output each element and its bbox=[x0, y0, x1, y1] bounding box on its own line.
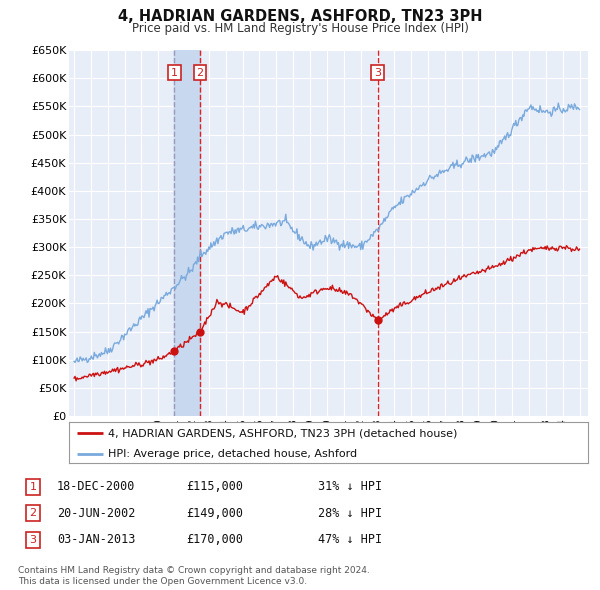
Text: 18-DEC-2000: 18-DEC-2000 bbox=[57, 480, 136, 493]
Text: 3: 3 bbox=[29, 535, 37, 545]
Bar bbox=[175, 50, 200, 416]
Text: 3: 3 bbox=[374, 68, 381, 78]
Text: 03-JAN-2013: 03-JAN-2013 bbox=[57, 533, 136, 546]
Text: 28% ↓ HPI: 28% ↓ HPI bbox=[318, 507, 382, 520]
Text: £170,000: £170,000 bbox=[186, 533, 243, 546]
Text: 4, HADRIAN GARDENS, ASHFORD, TN23 3PH (detached house): 4, HADRIAN GARDENS, ASHFORD, TN23 3PH (d… bbox=[108, 428, 457, 438]
Text: Price paid vs. HM Land Registry's House Price Index (HPI): Price paid vs. HM Land Registry's House … bbox=[131, 22, 469, 35]
Text: 1: 1 bbox=[171, 68, 178, 78]
Text: 1: 1 bbox=[29, 482, 37, 491]
Text: 2: 2 bbox=[196, 68, 203, 78]
Text: 47% ↓ HPI: 47% ↓ HPI bbox=[318, 533, 382, 546]
Text: Contains HM Land Registry data © Crown copyright and database right 2024.: Contains HM Land Registry data © Crown c… bbox=[18, 566, 370, 575]
Text: This data is licensed under the Open Government Licence v3.0.: This data is licensed under the Open Gov… bbox=[18, 577, 307, 586]
Text: £115,000: £115,000 bbox=[186, 480, 243, 493]
Text: 31% ↓ HPI: 31% ↓ HPI bbox=[318, 480, 382, 493]
Text: 2: 2 bbox=[29, 509, 37, 518]
Text: 4, HADRIAN GARDENS, ASHFORD, TN23 3PH: 4, HADRIAN GARDENS, ASHFORD, TN23 3PH bbox=[118, 9, 482, 24]
Text: 20-JUN-2002: 20-JUN-2002 bbox=[57, 507, 136, 520]
Text: HPI: Average price, detached house, Ashford: HPI: Average price, detached house, Ashf… bbox=[108, 449, 357, 459]
Text: £149,000: £149,000 bbox=[186, 507, 243, 520]
